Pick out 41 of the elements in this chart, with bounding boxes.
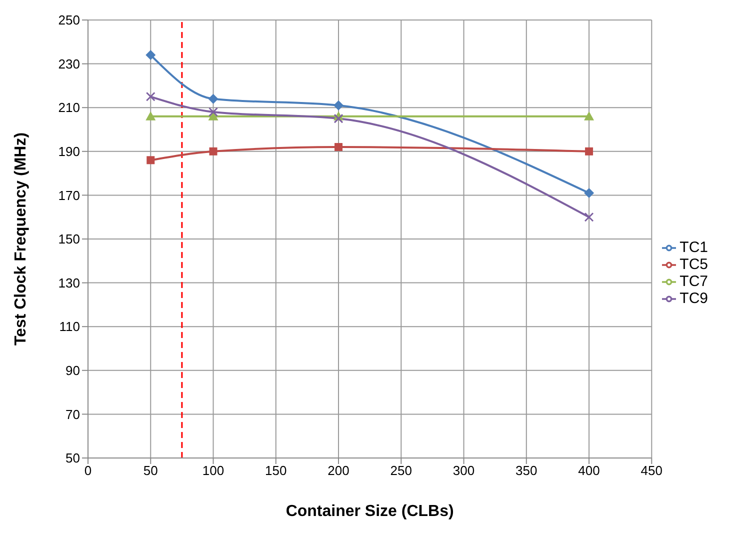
point: [209, 147, 218, 156]
x-tick-label: 0: [84, 463, 92, 478]
legend-label: TC5: [680, 256, 708, 273]
point: [208, 94, 218, 104]
legend-label: TC7: [680, 273, 708, 290]
x-tick-label: 350: [516, 463, 538, 478]
y-tick-label: 210: [58, 100, 80, 116]
x-tick-label: 200: [328, 463, 350, 478]
point: [584, 188, 594, 198]
legend-label: TC1: [680, 239, 708, 256]
point: [146, 111, 156, 120]
x-tick-label: 50: [143, 463, 158, 478]
y-tick-label: 110: [59, 319, 80, 334]
point: [584, 212, 594, 222]
point: [334, 100, 344, 110]
point: [146, 156, 155, 164]
point: [585, 147, 594, 156]
x-tick-label: 450: [640, 463, 663, 478]
y-tick-label: 250: [58, 12, 80, 28]
point: [146, 92, 156, 102]
x-axis-title: Container Size (CLBs): [286, 503, 454, 520]
y-tick-label: 130: [58, 275, 80, 290]
point: [584, 111, 594, 120]
y-axis-title: Test Clock Frequency (MHz): [12, 132, 30, 346]
y-tick-label: 70: [66, 406, 80, 422]
point: [208, 107, 218, 117]
x-tick-label: 400: [578, 463, 600, 478]
x-tick-label: 100: [202, 463, 224, 478]
point: [334, 143, 343, 152]
x-tick-label: 250: [390, 463, 412, 478]
point: [334, 114, 344, 124]
legend-label: TC9: [680, 290, 708, 307]
y-tick-label: 150: [58, 232, 80, 247]
x-tick-label: 300: [452, 463, 475, 478]
point: [146, 50, 156, 60]
y-tick-label: 50: [66, 450, 80, 466]
y-tick-label: 230: [58, 56, 80, 72]
y-tick-label: 90: [66, 363, 80, 378]
x-tick-label: 150: [265, 463, 287, 478]
y-tick-label: 170: [58, 188, 80, 203]
y-tick-label: 190: [58, 144, 80, 160]
